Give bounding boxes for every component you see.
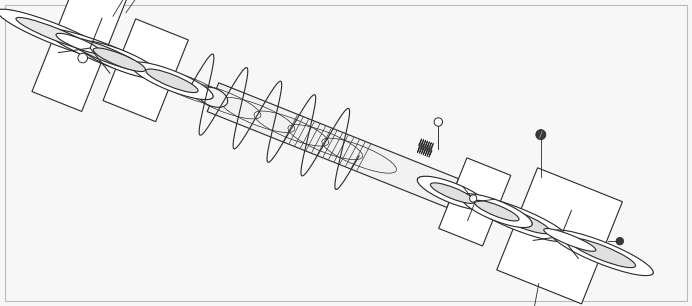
Ellipse shape (146, 69, 198, 93)
Circle shape (470, 195, 477, 202)
Ellipse shape (16, 17, 94, 50)
Ellipse shape (461, 194, 532, 228)
Circle shape (536, 130, 546, 140)
Polygon shape (497, 168, 622, 304)
Ellipse shape (131, 62, 213, 99)
Ellipse shape (474, 200, 519, 221)
Ellipse shape (417, 177, 489, 210)
Ellipse shape (484, 204, 551, 234)
Polygon shape (439, 158, 511, 246)
Ellipse shape (0, 9, 113, 59)
Circle shape (78, 53, 87, 63)
Polygon shape (207, 83, 459, 207)
Ellipse shape (544, 229, 596, 251)
Ellipse shape (462, 194, 532, 227)
Ellipse shape (568, 238, 635, 268)
Ellipse shape (66, 37, 144, 71)
Circle shape (434, 118, 442, 126)
Ellipse shape (417, 176, 489, 210)
Polygon shape (32, 0, 128, 111)
Ellipse shape (198, 87, 228, 107)
FancyBboxPatch shape (5, 5, 687, 301)
Ellipse shape (438, 183, 468, 203)
Ellipse shape (93, 48, 145, 72)
Ellipse shape (466, 197, 568, 241)
Circle shape (616, 237, 623, 245)
Ellipse shape (0, 9, 113, 58)
Ellipse shape (430, 183, 475, 203)
Ellipse shape (78, 41, 161, 78)
Ellipse shape (131, 62, 213, 99)
Ellipse shape (551, 230, 653, 276)
Ellipse shape (78, 41, 161, 79)
Ellipse shape (551, 231, 653, 275)
Ellipse shape (466, 196, 568, 242)
Ellipse shape (56, 33, 101, 54)
Ellipse shape (47, 29, 163, 79)
Ellipse shape (47, 29, 163, 78)
Polygon shape (103, 19, 188, 122)
